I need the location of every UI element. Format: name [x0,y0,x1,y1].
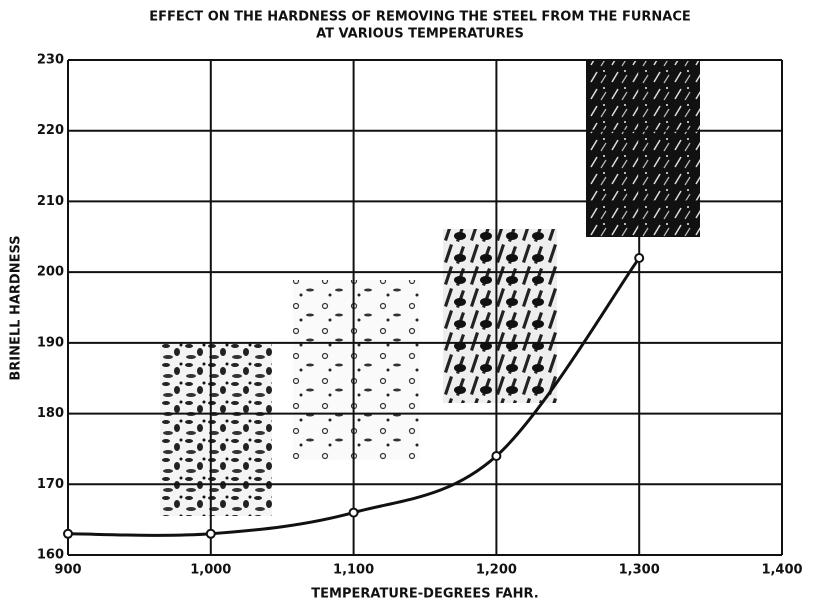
point [634,253,645,263]
x-axis-label: TEMPERATURE-DEGREES FAHR. [311,587,538,602]
x-tick-label: 1,100 [333,563,374,578]
y-tick-label: 190 [37,335,64,350]
point [348,507,359,518]
x-tick-label: 1,200 [476,563,517,578]
micrograph [443,229,557,403]
point [491,451,502,461]
y-tick-label: 180 [37,406,64,421]
point [63,528,73,539]
chart-title: AT VARIOUS TEMPERATURES [316,27,524,42]
y-tick-label: 210 [37,194,64,209]
x-tick-label: 1,400 [761,563,802,578]
y-tick-label: 220 [37,123,64,138]
y-tick-label: 160 [37,548,64,563]
micrograph [160,342,272,516]
y-tick-label: 170 [37,477,64,492]
y-tick-label: 230 [37,53,64,68]
y-axis-label: BRINELL HARDNESS [9,235,24,380]
line [67,257,641,537]
micrograph [293,280,420,460]
x-tick-label: 1,300 [619,563,660,578]
chart-title: EFFECT ON THE HARDNESS OF REMOVING THE S… [149,10,691,25]
y-tick-label: 200 [37,265,64,280]
x-tick-label: 900 [54,563,81,578]
x-tick-label: 1,000 [190,563,231,578]
micrographs [160,60,700,516]
micrograph [586,60,700,237]
point [205,528,216,539]
